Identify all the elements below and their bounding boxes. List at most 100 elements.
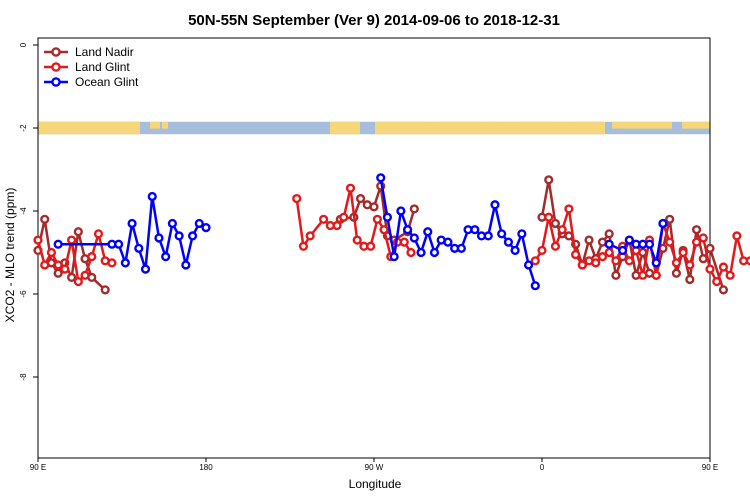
land-glint-point [691, 237, 702, 247]
land-glint-point [651, 270, 661, 280]
land-glint-point [339, 212, 349, 222]
land-glint-point [319, 214, 329, 224]
ocean-glint-point [624, 235, 634, 245]
land-glint-point [685, 260, 695, 270]
land-nadir-point [671, 268, 682, 278]
land-glint-point [570, 249, 581, 260]
land-nadir-point [53, 268, 63, 278]
land-nadir-point [611, 270, 621, 280]
ocean-glint-point [470, 225, 480, 235]
land-glint-point [550, 241, 561, 251]
land-patch [375, 121, 605, 135]
land-nadir-point [665, 214, 675, 224]
ocean-glint-point [530, 281, 540, 291]
data-series [33, 173, 750, 295]
land-glint-point [305, 231, 315, 241]
land-nadir-point [604, 229, 614, 239]
land-glint-point [93, 229, 104, 239]
land-glint-point [537, 245, 547, 256]
land-glint-point [591, 258, 601, 268]
land-glint-point [678, 247, 688, 258]
ocean-glint-point [389, 252, 399, 262]
ocean-glint-point [517, 229, 527, 239]
land-glint-point [40, 260, 50, 270]
legend-label: Land Glint [75, 60, 130, 74]
land-patch [330, 121, 360, 135]
land-glint-point [745, 256, 750, 266]
y-tick-label: -2 [19, 124, 28, 132]
ocean-glint-point [114, 239, 124, 249]
land-nadir-point [584, 235, 594, 245]
ocean-glint-point [403, 225, 413, 235]
ocean-glint-point [443, 237, 453, 247]
land-glint-point [298, 241, 309, 251]
legend-label: Ocean Glint [75, 75, 139, 89]
land-glint-point [557, 225, 567, 235]
land-nadir-point [718, 285, 729, 295]
ocean-glint-point [147, 191, 157, 202]
land-glint-point [366, 241, 376, 251]
land-glint-point [611, 256, 621, 266]
land-glint-point [53, 260, 63, 270]
land-glint-point [66, 235, 77, 245]
x-tick-label: 180 [199, 463, 213, 472]
series-ocean-glint [53, 173, 668, 291]
land-glint-point [698, 233, 708, 243]
land-glint-point [604, 247, 614, 258]
ocean-glint-point [120, 258, 130, 268]
ocean-glint-point [429, 247, 440, 258]
ocean-glint-point [181, 260, 191, 270]
land-glint-point [46, 247, 57, 258]
land-patch [150, 121, 160, 129]
land-glint-point [665, 237, 675, 247]
land-nadir-point [550, 218, 561, 229]
chart-title: 50N-55N September (Ver 9) 2014-09-06 to … [188, 12, 560, 29]
ocean-glint-point [174, 231, 184, 241]
ocean-glint-point [456, 243, 466, 253]
land-glint-point [671, 258, 682, 268]
land-nadir-point [685, 274, 695, 285]
land-glint-point [597, 252, 608, 262]
ocean-glint-point [604, 239, 614, 249]
x-axis-label: Longitude [349, 477, 402, 491]
land-glint-point [352, 235, 362, 245]
x-tick-label: 90 W [365, 463, 384, 472]
land-glint-point [712, 276, 722, 287]
land-nadir-point [73, 227, 83, 237]
land-nadir-point [705, 243, 715, 253]
land-glint-point [530, 256, 540, 266]
ocean-glint-point [483, 231, 493, 241]
ocean-glint-point [618, 245, 628, 256]
land-glint-point [638, 270, 648, 280]
land-glint-point [544, 212, 554, 222]
legend-item-land-glint: Land Glint [44, 60, 130, 74]
ocean-glint-point [127, 218, 137, 229]
ocean-glint-point [187, 231, 198, 241]
y-tick-label: -4 [19, 207, 28, 215]
ocean-glint-point [194, 218, 204, 229]
legend-marker [51, 77, 61, 87]
land-glint-point [577, 260, 587, 270]
land-patch [682, 121, 710, 129]
land-glint-point [399, 237, 409, 247]
legend-label: Land Nadir [75, 45, 134, 59]
ocean-glint-point [134, 243, 144, 253]
x-tick-label: 90 E [702, 463, 718, 472]
land-nadir-point [40, 214, 50, 224]
land-nadir-point [409, 204, 419, 214]
ocean-glint-point [154, 233, 164, 243]
ocean-glint-point [53, 239, 63, 249]
ocean-glint-point [376, 173, 386, 183]
axes: 0 -2 -4 -6 -8 90 E 180 90 W 0 90 E [19, 37, 718, 472]
x-tick-label: 0 [540, 463, 545, 472]
land-nadir-point [544, 175, 554, 185]
legend-marker [51, 62, 61, 72]
legend-item-land-nadir: Land Nadir [44, 45, 134, 59]
ocean-glint-point [490, 200, 500, 210]
land-glint-point [73, 276, 83, 287]
land-glint-point [725, 270, 735, 280]
ocean-glint-point [396, 206, 406, 216]
land-glint-point [33, 235, 43, 245]
land-patch [38, 121, 140, 135]
ocean-glint-point [503, 237, 514, 247]
